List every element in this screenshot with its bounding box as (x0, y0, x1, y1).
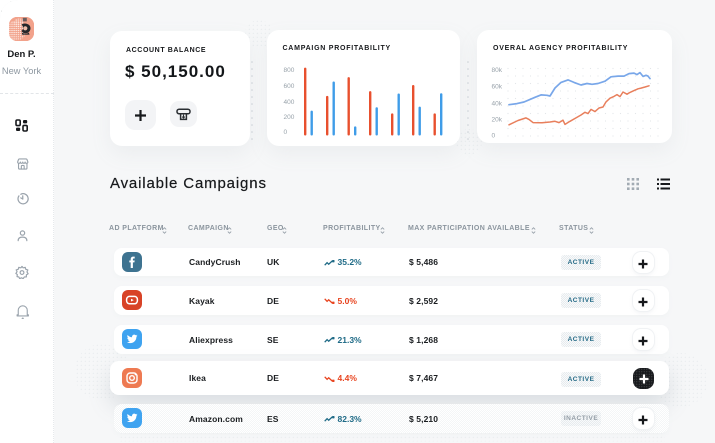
svg-text:400: 400 (284, 99, 295, 106)
svg-text:800: 800 (284, 67, 295, 74)
svg-text:80k: 80k (492, 67, 503, 74)
svg-text:0: 0 (492, 133, 496, 140)
svg-text:40k: 40k (492, 101, 503, 108)
svg-text:20k: 20k (492, 117, 503, 124)
svg-text:200: 200 (284, 114, 295, 121)
svg-text:60k: 60k (492, 84, 503, 91)
svg-text:600: 600 (284, 83, 295, 90)
svg-text:0: 0 (284, 129, 288, 136)
